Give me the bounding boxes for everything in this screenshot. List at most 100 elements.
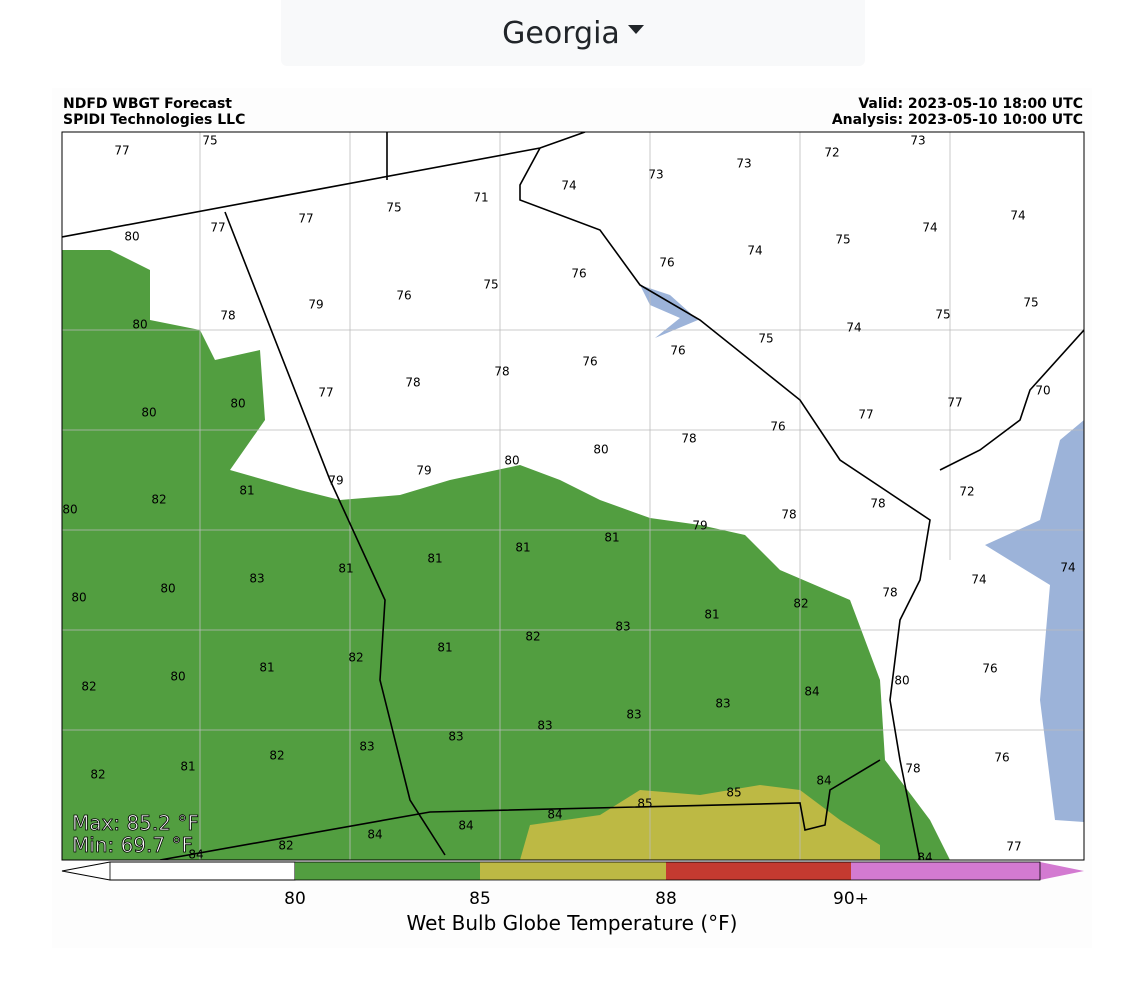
station-value: 75 [483, 278, 498, 292]
colorbar-frame [109, 861, 1041, 881]
station-value: 74 [1060, 561, 1075, 575]
station-value: 85 [637, 797, 652, 811]
station-value: 84 [547, 808, 562, 822]
station-value: 76 [982, 662, 997, 676]
station-value: 74 [1010, 209, 1025, 223]
station-value: 80 [141, 406, 156, 420]
station-value: 80 [132, 318, 147, 332]
station-value: 80 [504, 454, 519, 468]
station-value: 82 [151, 493, 166, 507]
station-value: 74 [747, 244, 762, 258]
station-value: 76 [571, 267, 586, 281]
station-value: 83 [448, 730, 463, 744]
map-frame [61, 131, 1085, 861]
station-value: 83 [626, 708, 641, 722]
station-value: 75 [386, 201, 401, 215]
station-value: 75 [835, 233, 850, 247]
state-dropdown[interactable]: Georgia [281, 0, 865, 66]
station-value: 80 [170, 670, 185, 684]
title-left-2: SPIDI Technologies LLC [63, 112, 245, 128]
station-value: 75 [758, 332, 773, 346]
station-value: 78 [494, 365, 509, 379]
colorbar-seg [61, 861, 296, 881]
station-value: 80 [160, 582, 175, 596]
station-value: 70 [1035, 384, 1050, 398]
colorbar-seg [666, 862, 851, 880]
station-value: 83 [537, 719, 552, 733]
station-value: 80 [124, 230, 139, 244]
station-value: 79 [416, 464, 431, 478]
station-value: 71 [473, 191, 488, 205]
zone-80-85 [62, 250, 950, 860]
colorbar-seg [480, 862, 666, 880]
map: 77 75 73 72 73 73 74 71 75 77 77 74 74 75 74 76 76 75 76 79… [62, 132, 1084, 865]
station-value: 74 [971, 573, 986, 587]
colorbar-tick: 88 [655, 889, 677, 909]
station-value: 82 [348, 651, 363, 665]
lake [640, 285, 698, 338]
min-label: Min: 69.7 °F [72, 833, 193, 857]
station-value: 76 [396, 289, 411, 303]
caret[interactable] [627, 24, 644, 34]
station-value: 82 [269, 749, 284, 763]
colorbar-label: Wet Bulb Globe Temperature (°F) [407, 911, 738, 935]
colorbar-seg [851, 862, 1084, 880]
station-value: 77 [1006, 840, 1021, 854]
station-value: 82 [525, 630, 540, 644]
station-value: 78 [681, 432, 696, 446]
station-value: 78 [405, 376, 420, 390]
colorbar-seg [295, 862, 480, 880]
station-value: 80 [62, 503, 77, 517]
ocean [985, 420, 1084, 822]
station-value: 82 [81, 680, 96, 694]
station-value: 78 [781, 508, 796, 522]
station-value: 84 [816, 774, 831, 788]
station-value: 77 [114, 144, 129, 158]
station-value: 73 [736, 157, 751, 171]
station-value: 84 [917, 851, 932, 865]
station-value: 76 [582, 355, 597, 369]
station-value: 73 [910, 134, 925, 148]
station-value: 75 [202, 134, 217, 148]
station-value: 81 [239, 484, 254, 498]
colorbar: 80 85 88 90+ Wet Bulb Globe Temperature … [61, 861, 1084, 935]
station-value: 79 [328, 474, 343, 488]
station-value: 85 [726, 786, 741, 800]
station-value: 81 [437, 641, 452, 655]
station-value: 83 [615, 620, 630, 634]
station-value: 76 [770, 420, 785, 434]
station-value: 78 [870, 497, 885, 511]
station-value: 77 [858, 408, 873, 422]
station-value: 78 [882, 586, 897, 600]
colorbar-tick: 90+ [833, 889, 869, 909]
station-value: 80 [71, 591, 86, 605]
station-value: 84 [367, 828, 382, 842]
station-value: 78 [220, 309, 235, 323]
dropdown-label[interactable]: Georgia [502, 15, 620, 51]
colorbar-tick: 80 [284, 889, 306, 909]
station-value: 79 [692, 519, 707, 533]
station-value: 81 [604, 531, 619, 545]
station-value: 74 [846, 321, 861, 335]
station-value: 81 [427, 552, 442, 566]
station-value: 84 [804, 685, 819, 699]
station-value: 81 [338, 562, 353, 576]
station-value: 81 [180, 760, 195, 774]
station-value: 82 [278, 839, 293, 853]
station-value: 80 [593, 443, 608, 457]
station-value: 84 [458, 819, 473, 833]
county-lines [62, 132, 1084, 860]
station-value: 78 [905, 762, 920, 776]
station-value: 81 [515, 541, 530, 555]
title-right-2: Analysis: 2023-05-10 10:00 UTC [832, 112, 1083, 128]
station-labels: 77 75 73 72 73 73 74 71 75 77 77 74 74 75 74 76 76 75 76 79… [62, 134, 1075, 865]
station-value: 80 [894, 674, 909, 688]
station-value: 77 [210, 221, 225, 235]
station-value: 83 [715, 697, 730, 711]
station-value: 83 [249, 572, 264, 586]
station-value: 74 [922, 221, 937, 235]
station-value: 76 [670, 344, 685, 358]
station-value: 80 [230, 397, 245, 411]
station-value: 77 [298, 212, 313, 226]
